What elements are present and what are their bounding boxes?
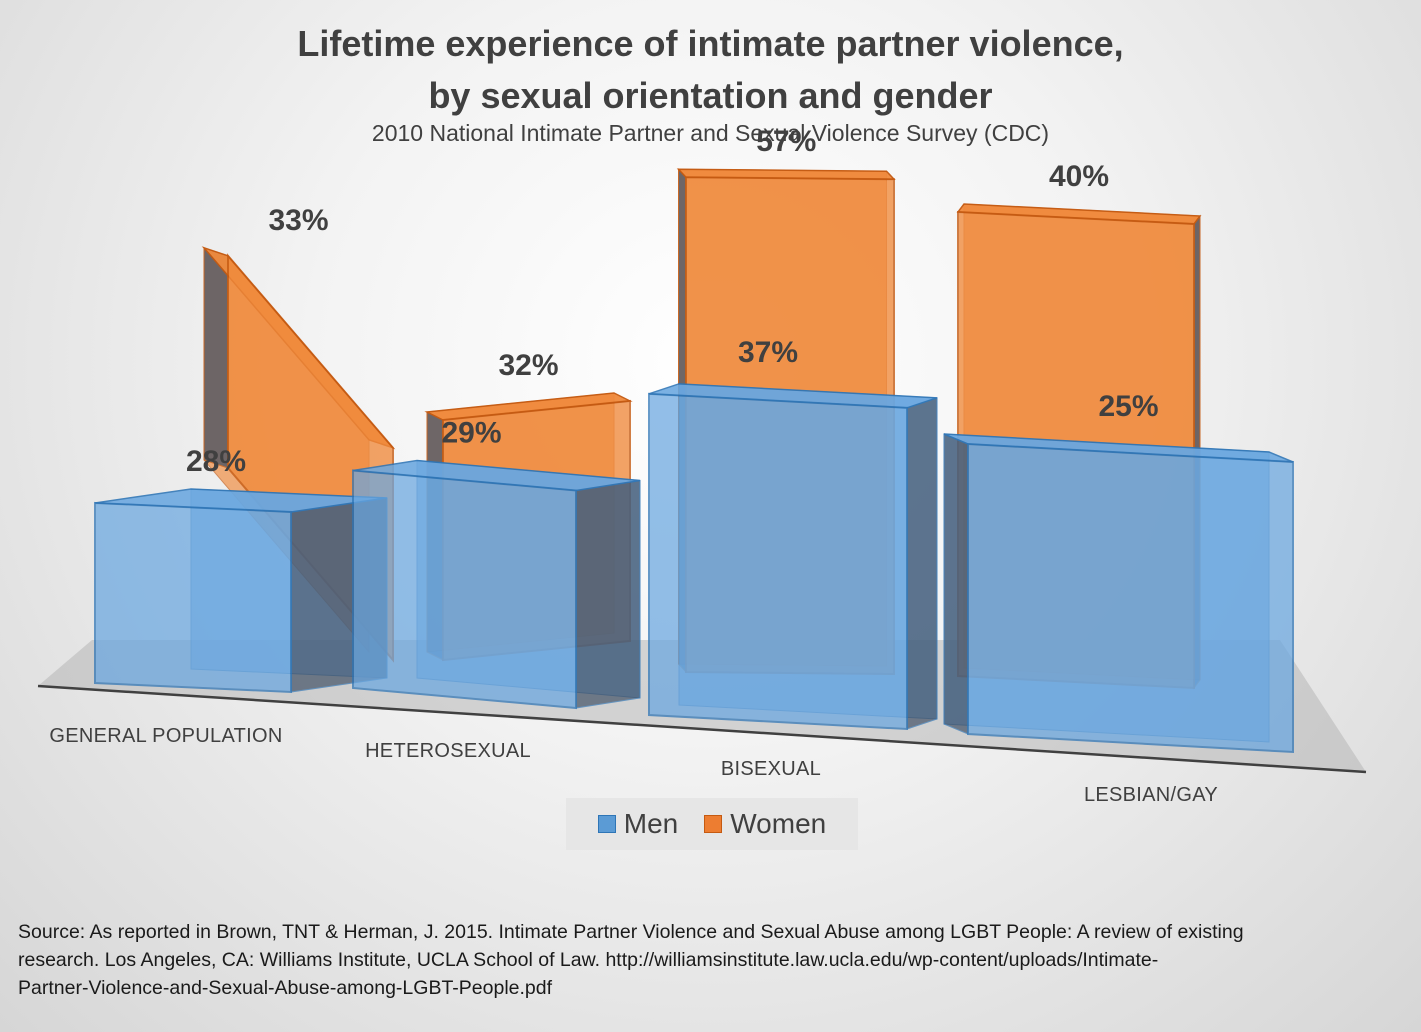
category-label-bisexual: BISEXUAL bbox=[721, 758, 821, 780]
data-label-women-heterosexual: 32% bbox=[498, 349, 558, 382]
data-label-men-bisexual: 37% bbox=[738, 336, 798, 369]
category-label-lesbian-gay: LESBIAN/GAY bbox=[1084, 784, 1218, 806]
category-label-heterosexual: HETEROSEXUAL bbox=[365, 740, 531, 762]
legend-swatch-men bbox=[597, 815, 616, 833]
data-label-men-lesbian-gay: 25% bbox=[1098, 390, 1158, 423]
chart-subtitle: 2010 National Intimate Partner and Sexua… bbox=[371, 120, 1050, 146]
category-label-general-population: GENERAL POPULATION bbox=[49, 725, 282, 747]
source-line-3: Partner-Violence-and-Sexual-Abuse-among-… bbox=[18, 977, 553, 999]
chart-title-line-1: Lifetime experience of intimate partner … bbox=[297, 23, 1124, 64]
bars-layer bbox=[94, 167, 1294, 754]
chart-title-line-2: by sexual orientation and gender bbox=[428, 75, 993, 116]
source-line-1: Source: As reported in Brown, TNT & Herm… bbox=[18, 921, 1244, 943]
bar-men-front-face bbox=[94, 501, 292, 694]
legend-item-women: Women bbox=[704, 808, 826, 840]
bar-men-heterosexual bbox=[352, 459, 641, 710]
chart-title: Lifetime experience of intimate partner … bbox=[0, 18, 1421, 122]
bar-men-general-population bbox=[94, 488, 388, 694]
data-label-men-heterosexual: 29% bbox=[441, 417, 501, 450]
bar-men-side-face bbox=[906, 397, 938, 730]
bar-men-lesbian-gay bbox=[943, 433, 1294, 754]
data-label-men-general-population: 28% bbox=[186, 445, 246, 478]
bar-men-side-face bbox=[575, 479, 641, 709]
data-label-women-bisexual: 57% bbox=[756, 125, 816, 158]
source-line-2: research. Los Angeles, CA: Williams Inst… bbox=[18, 949, 1159, 971]
legend-label-women: Women bbox=[730, 808, 827, 839]
source-note: Source: As reported in Brown, TNT & Herm… bbox=[18, 918, 1408, 1002]
legend-item-men: Men bbox=[597, 808, 679, 840]
data-label-women-general-population: 33% bbox=[268, 204, 328, 237]
bar-men-side-face bbox=[943, 433, 969, 735]
bar-men-front-face bbox=[967, 442, 1294, 754]
bar-women-side-face bbox=[203, 247, 229, 469]
bar-men-front-face bbox=[648, 392, 908, 731]
legend: Men Women bbox=[566, 798, 858, 850]
labels-layer: 33% 28% 32% 29% 57% 37% 40% 25% GENERAL POPULATI… bbox=[49, 125, 1218, 806]
data-label-women-lesbian-gay: 40% bbox=[1049, 160, 1109, 193]
legend-swatch-women bbox=[704, 815, 723, 833]
legend-label-men: Men bbox=[623, 808, 679, 839]
bar-men-front-face bbox=[352, 469, 577, 710]
bar-men-bisexual bbox=[648, 383, 938, 731]
chart-baseline bbox=[37, 684, 1367, 774]
